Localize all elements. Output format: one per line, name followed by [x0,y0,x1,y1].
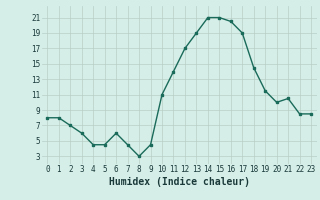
X-axis label: Humidex (Indice chaleur): Humidex (Indice chaleur) [109,177,250,187]
